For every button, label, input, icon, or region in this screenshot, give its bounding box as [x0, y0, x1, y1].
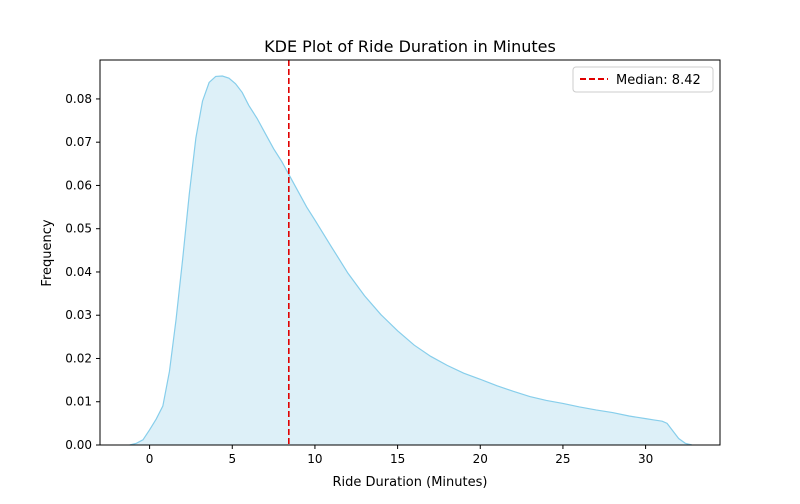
- y-tick-label: 0.01: [65, 395, 92, 409]
- y-tick-label: 0.04: [65, 265, 92, 279]
- x-axis-label: Ride Duration (Minutes): [333, 475, 488, 490]
- y-tick-label: 0.08: [65, 92, 92, 106]
- y-axis-label: Frequency: [40, 219, 55, 286]
- y-tick-label: 0.03: [65, 308, 92, 322]
- y-tick-label: 0.07: [65, 135, 92, 149]
- plot-area: [129, 60, 693, 446]
- x-tick-label: 30: [638, 452, 653, 466]
- y-tick-label: 0.02: [65, 351, 92, 365]
- x-tick-label: 15: [390, 452, 405, 466]
- y-tick-label: 0.05: [65, 222, 92, 236]
- x-tick-label: 5: [228, 452, 236, 466]
- x-tick-label: 0: [146, 452, 154, 466]
- x-tick-label: 20: [473, 452, 488, 466]
- x-tick-label: 10: [307, 452, 322, 466]
- axes: 0 5 10 15 20 25 30 0.00 0.01 0.02 0.03 0.04 0.05 0.06…: [65, 59, 721, 466]
- y-tick-label: 0.00: [65, 438, 92, 452]
- legend-median-label: Median: 8.42: [616, 73, 701, 88]
- chart-title: KDE Plot of Ride Duration in Minutes: [264, 37, 556, 56]
- plot-frame: [99, 59, 721, 446]
- kde-area-fill: [129, 76, 692, 445]
- x-tick-label: 25: [555, 452, 570, 466]
- legend-box: [572, 66, 714, 93]
- kde-curve-line: [129, 75, 693, 446]
- y-tick-label: 0.06: [65, 178, 92, 192]
- legend: Median: 8.42: [572, 66, 714, 93]
